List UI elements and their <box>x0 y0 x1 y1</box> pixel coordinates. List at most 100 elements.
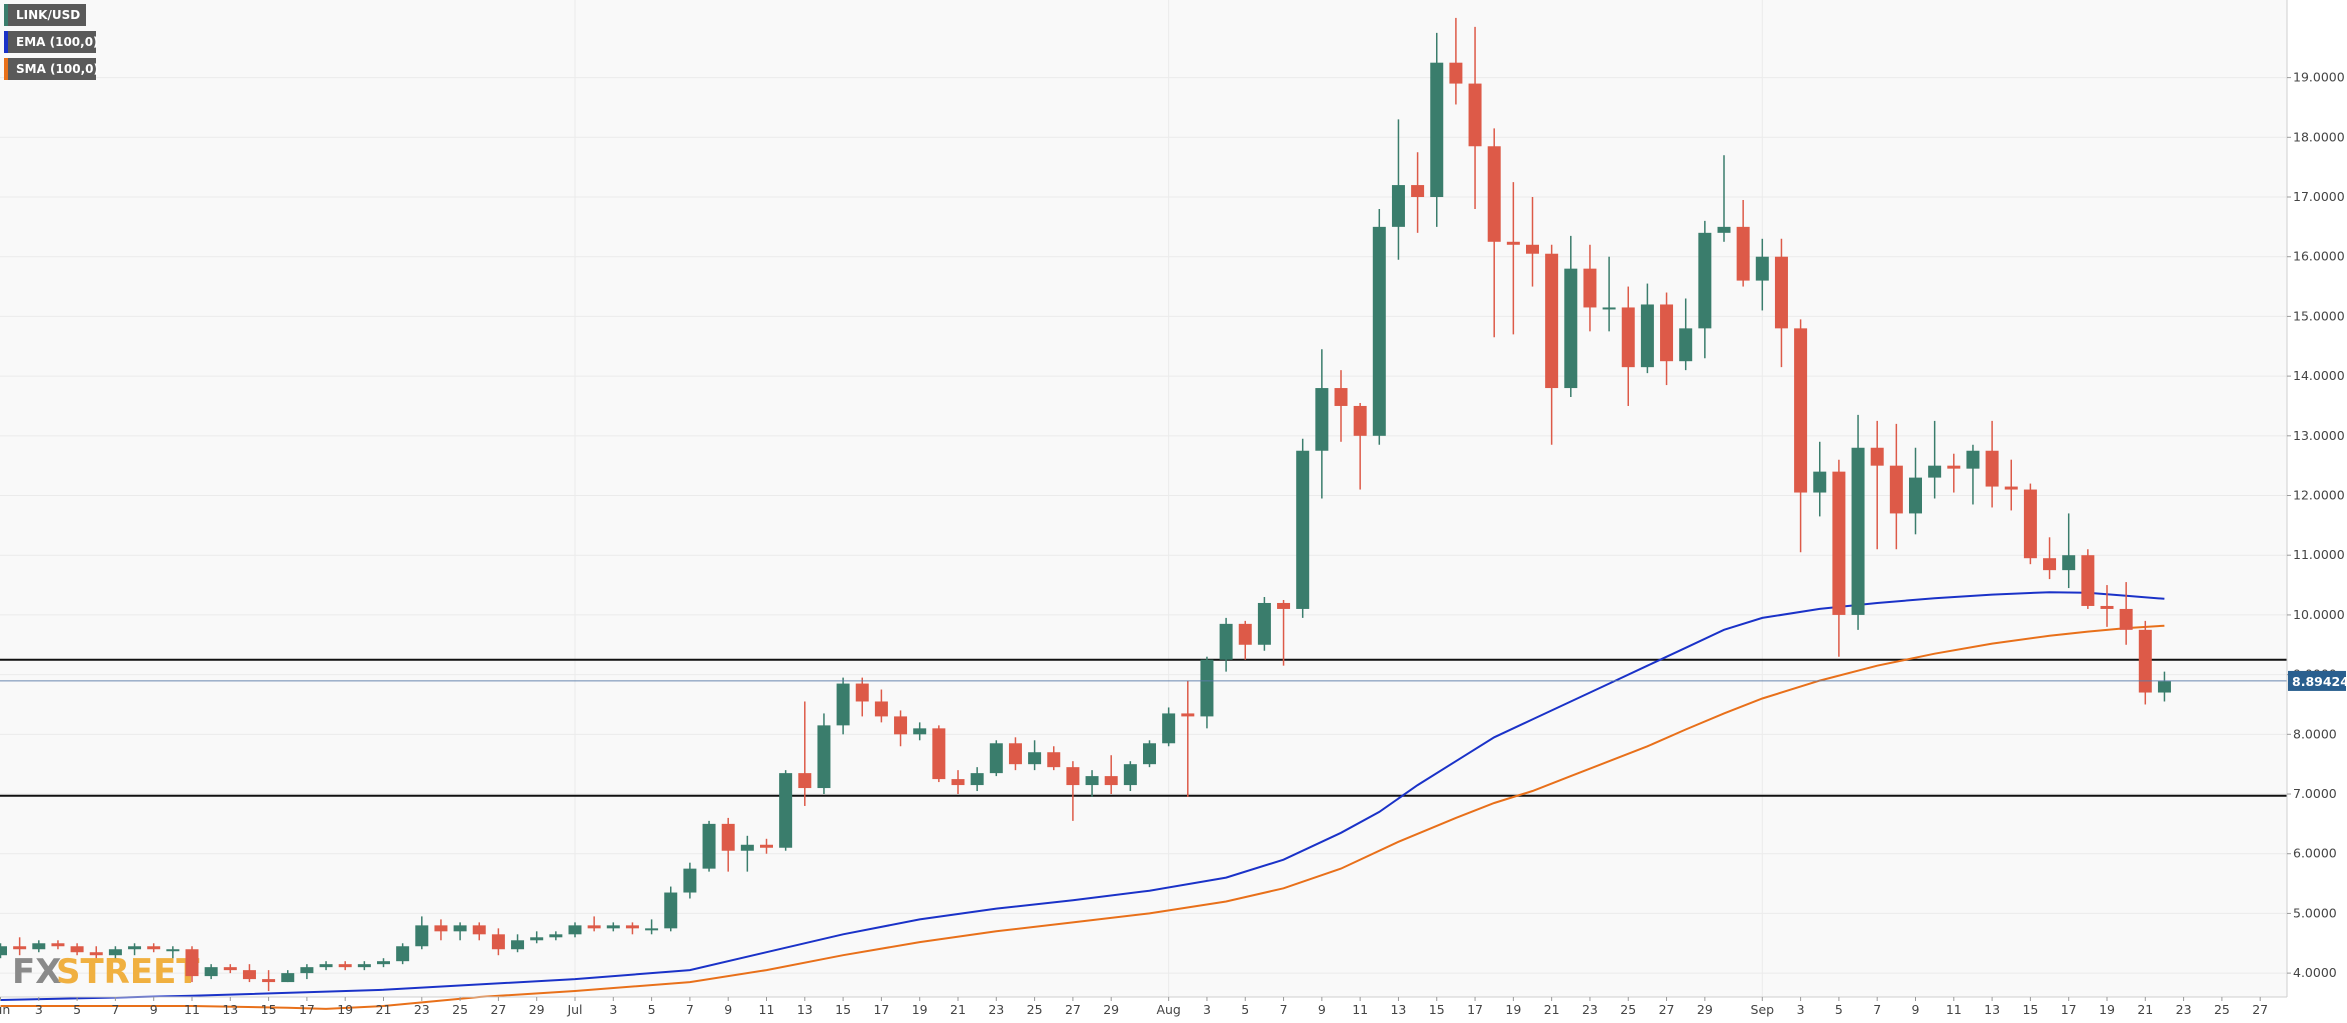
candle-body <box>874 701 888 717</box>
candle-body <box>1947 465 1961 469</box>
x-tick-label: 15 <box>2022 1002 2038 1017</box>
x-tick-label: 27 <box>1065 1002 1081 1017</box>
candle-body <box>1219 623 1233 660</box>
candle-body <box>1736 226 1750 281</box>
candle-body <box>2023 489 2037 559</box>
candle <box>855 677 869 717</box>
candle-body <box>242 970 256 980</box>
candle <box>128 943 142 956</box>
candle <box>1028 740 1042 771</box>
candle <box>1123 761 1137 792</box>
x-tick-label: 17 <box>2061 1002 2077 1017</box>
x-tick-label: Jul <box>566 1002 582 1017</box>
candle-body <box>530 937 544 941</box>
candle <box>760 838 773 854</box>
candle <box>1851 414 1865 630</box>
candle-body <box>70 946 84 953</box>
x-tick-label: 29 <box>1103 1002 1119 1017</box>
candle <box>70 943 84 956</box>
x-tick-label: 5 <box>1241 1002 1249 1017</box>
candle-body <box>1526 244 1539 254</box>
candle <box>472 922 486 941</box>
candle-body <box>1640 304 1654 368</box>
x-tick-label: 9 <box>1318 1002 1326 1017</box>
candle-body <box>1200 659 1214 717</box>
x-tick-label: 7 <box>1280 1002 1288 1017</box>
candle-body <box>1506 241 1520 245</box>
candle-body <box>1257 602 1271 645</box>
x-tick-label: 27 <box>2252 1002 2268 1017</box>
candle-body <box>683 868 697 893</box>
candle <box>1928 420 1942 499</box>
candles <box>0 17 2171 992</box>
candle-body <box>1564 268 1578 389</box>
candle-body <box>779 773 793 848</box>
candle <box>1909 447 1922 535</box>
candle <box>970 767 984 792</box>
legend-item: EMA (100,0) <box>4 31 99 53</box>
candle <box>989 740 1003 777</box>
x-tick-label: 15 <box>261 1002 277 1017</box>
x-axis: Jun 3 5 7 9 11 13 15 17 19 21 23 25 27 29 Jul 3 5 7 9 11 13 15… <box>0 997 2268 1017</box>
candle-body <box>1755 256 1769 281</box>
candle-body <box>453 925 467 932</box>
y-tick-label: 4.0000 <box>2293 965 2337 980</box>
y-tick-label: 19.0000 <box>2293 70 2345 85</box>
x-tick-label: 19 <box>912 1002 928 1017</box>
candle-body <box>1851 447 1865 615</box>
candle <box>1143 740 1156 768</box>
x-tick-label: 7 <box>686 1002 694 1017</box>
y-tick-label: 6.0000 <box>2293 846 2337 861</box>
x-tick-label: 29 <box>529 1002 545 1017</box>
candle <box>894 710 908 747</box>
candle <box>606 922 620 932</box>
candle-body <box>549 934 563 938</box>
candle <box>223 964 237 974</box>
candle-body <box>1066 767 1080 786</box>
y-tick-label: 7.0000 <box>2293 786 2337 801</box>
candle <box>1679 298 1693 371</box>
x-tick-label: 15 <box>1429 1002 1445 1017</box>
candle-body <box>223 967 237 971</box>
candle-body <box>2157 681 2171 693</box>
candle-body <box>894 716 908 735</box>
candle <box>1066 761 1080 821</box>
legend-box <box>4 4 86 26</box>
candle <box>664 886 678 932</box>
candle-body <box>817 725 831 789</box>
candle <box>1755 238 1769 311</box>
candle <box>2062 513 2076 589</box>
candle-body <box>1372 226 1386 436</box>
x-tick-label: 23 <box>988 1002 1004 1017</box>
candle-body <box>1889 465 1903 514</box>
candle-body <box>1411 185 1425 198</box>
candle <box>721 817 735 872</box>
candle <box>434 919 448 941</box>
candle-body <box>1832 471 1846 615</box>
x-tick-label: 25 <box>1027 1002 1043 1017</box>
candle <box>2023 483 2037 565</box>
candle-body <box>262 979 276 983</box>
candle-body <box>798 773 812 789</box>
x-tick-label: 11 <box>184 1002 200 1017</box>
candle <box>2043 537 2057 580</box>
candle-body <box>721 823 735 851</box>
candle-body <box>1717 226 1731 233</box>
candle-body <box>1277 602 1291 609</box>
y-axis: 4.00005.00006.00007.00008.00009.000010.0… <box>2287 70 2345 980</box>
candle <box>185 946 199 983</box>
x-tick-label: 11 <box>759 1002 775 1017</box>
plot-area <box>0 0 2287 997</box>
candle <box>1794 319 1808 553</box>
x-tick-label: 23 <box>2176 1002 2192 1017</box>
candle-body <box>434 925 448 932</box>
candle-body <box>606 925 620 929</box>
candle <box>874 689 888 723</box>
x-tick-label: 5 <box>73 1002 81 1017</box>
legend-label: SMA (100,0) <box>16 62 99 76</box>
candle-body <box>1143 743 1156 765</box>
x-tick-label: 21 <box>2137 1002 2153 1017</box>
candle-body <box>1353 405 1367 436</box>
candle <box>1468 26 1482 209</box>
candle-body <box>1545 253 1559 389</box>
